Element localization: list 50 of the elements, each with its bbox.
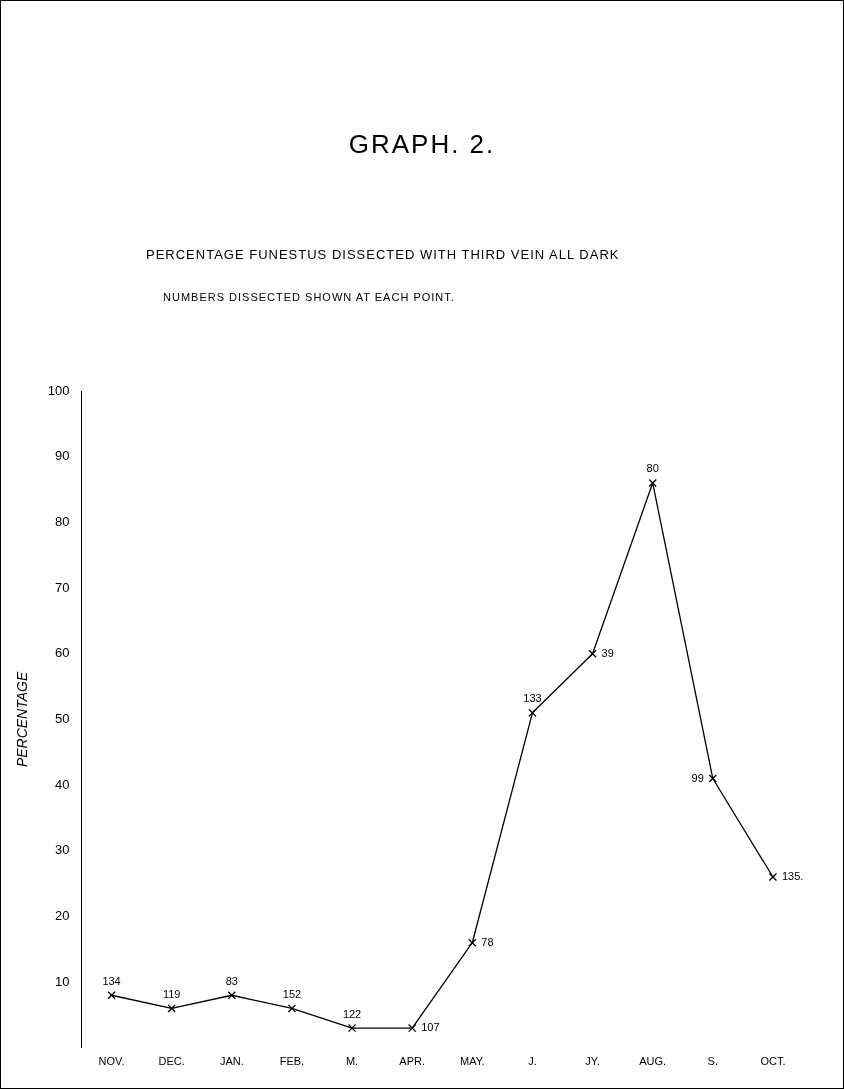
point: [588, 649, 597, 658]
annotation: 39: [601, 646, 614, 659]
point: [107, 991, 116, 1000]
annotation: 80: [646, 462, 659, 475]
x-tick-label: MAY.: [459, 1055, 485, 1068]
annotation: 134: [102, 974, 121, 987]
x-tick-label: FEB.: [279, 1055, 305, 1068]
y-tick-label: 70: [55, 579, 70, 595]
y-axis-title: PERCENTAGE: [14, 671, 31, 768]
x-tick-label: S.: [707, 1055, 719, 1068]
point: [528, 708, 537, 718]
point: [167, 1004, 176, 1013]
chart-title: GRAPH. 2.: [347, 129, 497, 160]
x-tick-label: OCT.: [760, 1055, 786, 1068]
annotation: 119: [162, 987, 181, 1000]
x-tick-label: M.: [345, 1055, 359, 1068]
x-tick-label: J.: [528, 1055, 537, 1068]
chart-subtitle: PERCENTAGE FUNESTUS DISSECTED WITH THIRD VEIN ALL DARK: [146, 247, 620, 262]
y-tick-label: 30: [55, 842, 70, 858]
x-tick-label: JY.: [585, 1055, 600, 1068]
x-tick-label: NOV.: [98, 1055, 125, 1068]
point: [408, 1023, 417, 1033]
point: [227, 991, 236, 1000]
annotation: 83: [225, 974, 238, 987]
text: NUMBERS DISSECTED SHOWN AT EACH POINT.: [163, 291, 455, 303]
point: [768, 872, 778, 882]
annotation: 122: [342, 1007, 362, 1020]
x-tick-label: APR.: [399, 1055, 426, 1068]
point: [287, 1004, 297, 1013]
annotation: 135.: [781, 870, 804, 883]
y-tick-label: 10: [55, 973, 70, 989]
point: [468, 938, 477, 947]
y-tick-label: 80: [55, 513, 70, 529]
x-tick-label: AUG.: [639, 1055, 667, 1068]
y-tick-label: 90: [55, 448, 70, 464]
x-tick-label: JAN.: [219, 1055, 244, 1068]
y-tick-label: 20: [55, 908, 70, 924]
x-tick-label: DEC.: [158, 1055, 185, 1068]
annotation: 99: [691, 771, 704, 784]
annotation: 133: [523, 692, 542, 705]
y-tick-label: 100: [47, 382, 70, 398]
annotation: 78: [481, 935, 494, 948]
annotation: 152: [282, 987, 302, 1000]
y-tick-label: 50: [55, 710, 70, 726]
y-tick-label: 60: [55, 645, 70, 661]
annotation: 107: [421, 1021, 440, 1034]
point: [648, 478, 657, 488]
point: [347, 1023, 357, 1033]
y-tick-label: 40: [55, 776, 70, 792]
point: [708, 774, 717, 783]
